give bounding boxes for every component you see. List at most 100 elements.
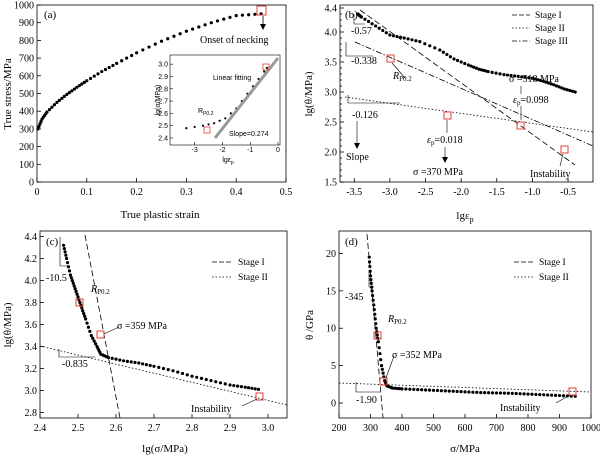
panel-a-data-point xyxy=(57,98,62,102)
panel-b-data-point xyxy=(406,37,410,41)
panel-b-data-point xyxy=(490,70,494,74)
panel-c-y-tick: 3.8 xyxy=(25,298,38,309)
panel-a-data-point xyxy=(191,27,195,31)
panel-a-data-point xyxy=(55,100,59,104)
c-stage2-fit xyxy=(39,345,288,406)
b-slope1-triangle xyxy=(353,14,365,25)
panel-a-data-point xyxy=(92,74,96,78)
inset-y-tick: 2.9 xyxy=(158,74,168,81)
b-slope2-triangle xyxy=(347,95,400,104)
panel-c-data-point xyxy=(73,287,77,291)
panel-c-y-tick: 4.0 xyxy=(25,276,38,287)
panel-b-data-point xyxy=(549,82,553,86)
panel-b-ylabel: lg(θ/MPa) xyxy=(303,71,315,116)
panel-a-data-point xyxy=(130,53,134,58)
panel-b-data-point xyxy=(391,34,396,38)
panel-b-data-point xyxy=(560,86,564,90)
panel-c-data-point xyxy=(236,384,240,388)
panel-d-x-tick: 1000 xyxy=(581,423,600,434)
b-rp-pointer xyxy=(391,62,406,79)
panel-d-data-point xyxy=(393,386,397,390)
panel-b-x-tick: -0.5 xyxy=(560,187,576,198)
inset-y-tick: 3.0 xyxy=(158,62,168,69)
panel-b-data-point xyxy=(498,72,502,76)
panel-d-x-tick: 500 xyxy=(426,423,441,434)
panel-b-data-point xyxy=(418,40,422,44)
panel-d-data-point xyxy=(379,358,383,362)
b-370-label: σ =370 MPa xyxy=(413,167,463,178)
panel-b-frame xyxy=(339,4,594,183)
panel-c-data-point xyxy=(180,371,185,376)
inset-data-point xyxy=(224,117,227,120)
inset-data-point xyxy=(207,123,210,126)
panel-c-data-point xyxy=(204,377,208,382)
panel-a-y-tick: 100 xyxy=(19,160,34,171)
panel-d-data-point xyxy=(376,340,380,344)
inset-y-tick: 2.5 xyxy=(158,123,168,130)
panel-d-data-point xyxy=(400,387,404,391)
panel-a-data-point xyxy=(184,29,188,33)
panel-b-y-tick: 2.5 xyxy=(325,118,338,129)
panel-c-x-tick: 2.9 xyxy=(224,423,237,434)
b-slope-arrow-head xyxy=(354,143,360,149)
panel-c-y-tick: 3.0 xyxy=(25,386,38,397)
panel-b-data-point xyxy=(438,48,442,52)
panel-a-y-tick: 900 xyxy=(19,18,34,29)
inset-x-tick: -1 xyxy=(247,147,253,154)
panel-a-data-point xyxy=(72,87,76,91)
panel-d-data-point xyxy=(372,307,376,312)
panel-b-y-tick: 4.4 xyxy=(325,4,338,15)
panel-b-x-tick: -2.0 xyxy=(453,187,469,198)
panel-a-data-point xyxy=(203,23,207,27)
panel-d-data-point xyxy=(490,391,495,395)
panel-d-x-tick: 400 xyxy=(395,423,410,434)
panel-d-data-point xyxy=(506,391,510,395)
panel-d-data-point xyxy=(546,393,550,397)
panel-b-data-point xyxy=(374,24,378,28)
panel-b-data-point xyxy=(359,15,363,19)
panel-c-data-point xyxy=(148,363,152,368)
panel-a-xlabel: True plastic strain xyxy=(120,209,200,221)
panel-b-data-point xyxy=(388,33,392,37)
inset-x-tick: -3 xyxy=(192,147,198,154)
panel-d-data-point xyxy=(404,387,408,391)
panel-b-data-point xyxy=(554,84,559,88)
panel-d-y-tick: 20 xyxy=(326,249,336,260)
panel-a-data-point xyxy=(222,17,226,21)
panel-b-label: (b) xyxy=(345,9,358,21)
panel-c-data-point xyxy=(65,256,69,261)
panel-d-ylabel: θ /GPa xyxy=(304,310,316,340)
inset-rp-marker xyxy=(203,126,211,134)
panel-d-data-point xyxy=(412,387,416,391)
panel-d-label: (d) xyxy=(345,236,358,248)
panel-d-data-point xyxy=(483,391,487,395)
panel-b-data-point xyxy=(523,75,527,79)
panel-d-data-point xyxy=(479,390,483,395)
panel-d-data-point xyxy=(390,386,395,390)
panel-c-y-tick: 3.4 xyxy=(25,342,38,353)
panel-c-data-point xyxy=(71,281,75,285)
panel-d-data-point xyxy=(502,391,506,395)
panel-a-data-point xyxy=(50,105,54,109)
panel-d-data-point xyxy=(374,321,378,326)
panel-c-data-point xyxy=(223,382,227,386)
panel-d-data-point xyxy=(375,333,379,337)
panel-d-data-point xyxy=(498,391,503,395)
panel-d-data-point xyxy=(374,326,378,330)
panel-d-data-point xyxy=(459,390,463,394)
panel-b-data-point xyxy=(433,46,437,50)
panel-b-data-point xyxy=(381,28,385,33)
inset-data-point xyxy=(257,77,260,81)
panel-a-data-point xyxy=(39,119,43,124)
panel-c-data-point xyxy=(253,387,257,391)
panel-d-data-point xyxy=(534,392,538,397)
panel-a-y-tick: 0 xyxy=(29,178,34,189)
inset-linear-fit xyxy=(213,57,280,139)
panel-a-x-tick: 0.3 xyxy=(180,187,193,198)
panel-d-y-tick: 0 xyxy=(331,399,336,410)
panel-d-data-point xyxy=(542,393,546,397)
b-instability-pointer xyxy=(559,153,564,167)
necking-marker xyxy=(256,5,267,16)
panel-c-data-point xyxy=(114,357,118,361)
